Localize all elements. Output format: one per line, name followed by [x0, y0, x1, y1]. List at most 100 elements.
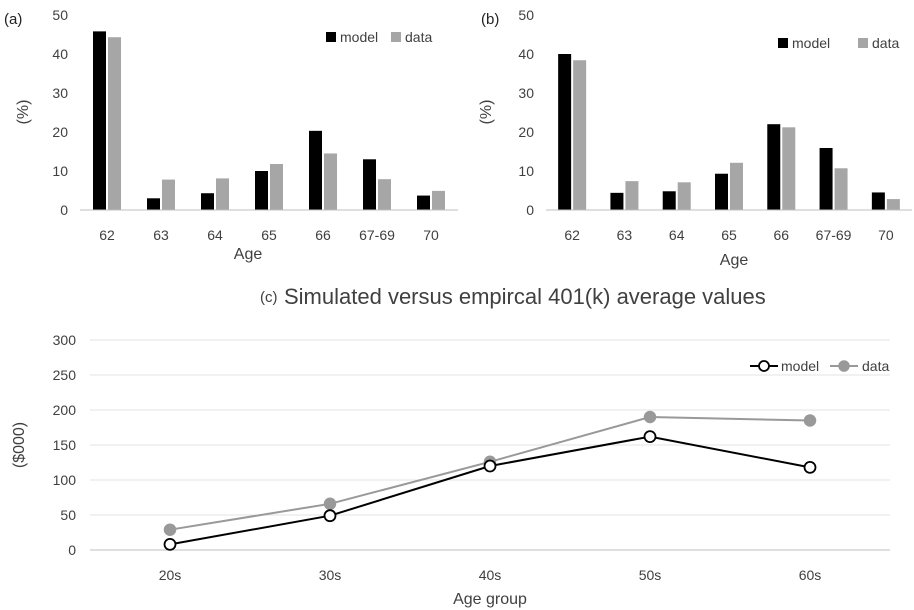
point-model-50s-c — [643, 430, 657, 444]
legend-a: model data — [326, 29, 432, 45]
bar-model-67-69-a — [363, 159, 376, 210]
point-model-30s-c — [323, 509, 337, 523]
x-tick-label-b: 66 — [773, 227, 789, 243]
x-tick-label-a: 64 — [207, 227, 223, 243]
legend-swatch-data-a — [391, 32, 401, 42]
bar-data-64-b — [677, 182, 691, 210]
series-line-data-c — [169, 415, 811, 531]
bar-data-64-a — [216, 178, 229, 210]
x-tick-label-b: 70 — [878, 227, 894, 243]
series-line-model-c — [169, 435, 811, 546]
bar-data-63-a — [162, 179, 175, 210]
y-tick-label-b: 40 — [518, 46, 534, 62]
bar-data-62-a — [108, 37, 121, 211]
y-tick-label-a: 20 — [52, 124, 68, 140]
bar-model-67-69-b — [819, 147, 833, 210]
legend-label-data-b: data — [872, 35, 899, 51]
chart-title-c: Simulated versus empircal 401(k) average… — [284, 284, 766, 309]
y-axis-label-c: ($000) — [11, 422, 28, 468]
y-tick-label-b: 50 — [518, 7, 534, 23]
y-tick-label-a: 10 — [52, 163, 68, 179]
point-model-20s-c — [163, 538, 177, 551]
legend-swatch-data-b — [858, 38, 868, 48]
y-tick-label-a: 40 — [52, 46, 68, 62]
x-tick-label-a: 63 — [153, 227, 169, 243]
bar-data-62-b — [573, 60, 587, 210]
legend-label-data-c: data — [862, 358, 889, 374]
bar-data-66-b — [782, 127, 796, 210]
y-tick-label-b: 10 — [518, 163, 534, 179]
legend-label-model-b: model — [792, 35, 830, 51]
x-axis-label-b: Age — [720, 252, 749, 269]
bar-data-63-b — [625, 181, 639, 210]
x-tick-label-a: 62 — [99, 227, 115, 243]
legend-swatch-model-b — [778, 38, 788, 48]
point-data-50s-c — [643, 410, 657, 424]
bar-model-62-a — [93, 31, 106, 210]
y-tick-label-a: 50 — [52, 7, 68, 23]
bar-model-64-b — [662, 191, 676, 210]
x-tick-label-b: 65 — [721, 227, 737, 243]
bar-model-65-a — [255, 171, 268, 210]
legend-swatch-model-a — [326, 32, 336, 42]
x-tick-label-c: 60s — [799, 567, 822, 583]
bar-model-66-b — [767, 124, 781, 210]
x-tick-label-c: 50s — [639, 567, 662, 583]
bar-chart-a: (a) (%) Age 0 10 20 30 40 50 62 63 64 65 66 67-69 7… — [4, 7, 458, 263]
y-axis-label-b: (%) — [478, 100, 495, 125]
x-tick-label-b: 64 — [669, 227, 685, 243]
point-data-20s-c — [163, 523, 177, 536]
bar-model-63-a — [147, 198, 160, 210]
bar-data-70-b — [886, 199, 900, 210]
y-tick-label-a: 30 — [52, 85, 68, 101]
point-data-60s-c — [803, 414, 817, 427]
y-tick-label-c: 150 — [53, 437, 77, 453]
x-axis-label-a: Age — [234, 246, 263, 263]
bar-model-70-b — [871, 192, 885, 210]
point-data-30s-c — [323, 497, 337, 511]
bar-model-65-b — [715, 173, 728, 210]
legend-label-data-a: data — [405, 29, 432, 45]
panel-label-a: (a) — [4, 11, 22, 28]
bar-model-63-b — [610, 192, 624, 210]
x-axis-label-c: Age group — [453, 591, 527, 608]
bar-data-70-a — [432, 190, 445, 210]
bar-model-62-b — [558, 54, 572, 210]
y-tick-label-c: 0 — [68, 542, 76, 558]
y-tick-label-b: 30 — [518, 85, 534, 101]
bar-model-70-a — [417, 195, 430, 210]
point-model-40s-c — [483, 459, 497, 473]
y-axis-label-a: (%) — [15, 100, 32, 125]
y-tick-label-b: 20 — [518, 124, 534, 140]
bar-model-66-a — [309, 130, 322, 210]
x-tick-label-a: 70 — [423, 227, 439, 243]
legend-c: model data — [750, 358, 889, 374]
line-chart-c: (c) Simulated versus empircal 401(k) ave… — [11, 284, 890, 608]
x-tick-label-a: 66 — [315, 227, 331, 243]
x-tick-label-c: 20s — [159, 567, 182, 583]
x-tick-label-b: 67-69 — [816, 227, 852, 243]
bar-data-67-69-b — [834, 168, 848, 210]
bar-data-67-69-a — [378, 179, 391, 210]
legend-b: model data — [778, 35, 899, 51]
y-tick-label-c: 200 — [53, 402, 77, 418]
x-tick-label-c: 40s — [479, 567, 502, 583]
panel-label-c: (c) — [260, 289, 278, 306]
bar-data-65-b — [730, 162, 743, 210]
x-tick-label-b: 62 — [564, 227, 580, 243]
x-tick-label-c: 30s — [319, 567, 342, 583]
x-tick-label-a: 67-69 — [359, 227, 395, 243]
legend-marker-data-c — [838, 360, 850, 372]
y-tick-label-c: 300 — [53, 332, 77, 348]
x-tick-label-b: 63 — [617, 227, 633, 243]
bar-data-66-a — [324, 153, 337, 210]
point-model-60s-c — [803, 460, 817, 474]
y-tick-label-c: 100 — [53, 472, 77, 488]
y-tick-label-c: 50 — [60, 507, 76, 523]
y-tick-label-a: 0 — [60, 202, 68, 218]
bar-model-64-a — [201, 193, 214, 210]
legend-label-model-a: model — [340, 29, 378, 45]
bar-chart-b: (b) (%) Age 0 10 20 30 40 50 62 63 64 65 66 67-69 7… — [478, 7, 912, 269]
legend-marker-model-c — [758, 360, 770, 372]
